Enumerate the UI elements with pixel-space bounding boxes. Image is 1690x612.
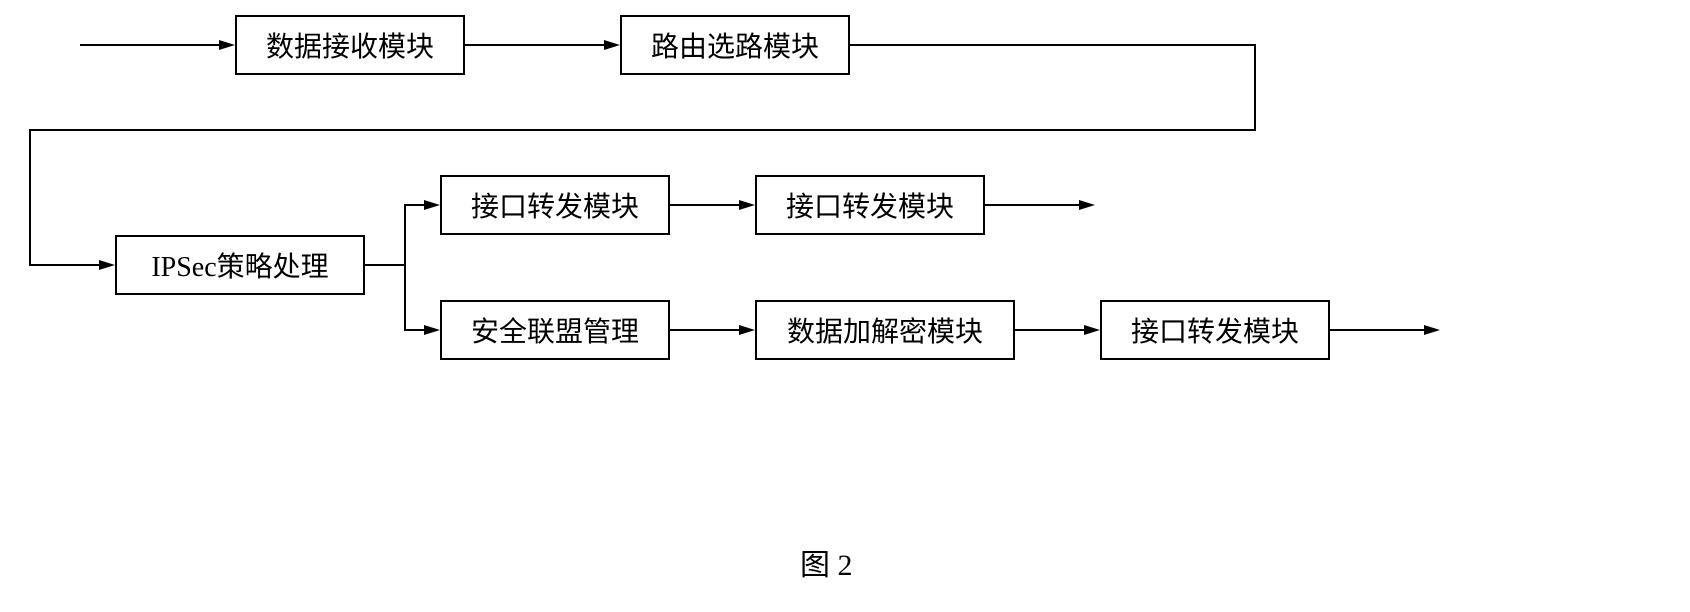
node-label: 数据加解密模块 xyxy=(787,310,983,350)
node-label: 接口转发模块 xyxy=(471,185,639,225)
node-sa-mgmt: 安全联盟管理 xyxy=(440,300,670,360)
node-label: IPSec策略处理 xyxy=(151,245,328,285)
node-label: 接口转发模块 xyxy=(786,185,954,225)
node-route-sel: 路由选路模块 xyxy=(620,15,850,75)
figure-caption: 图 2 xyxy=(800,540,853,584)
node-label: 接口转发模块 xyxy=(1131,310,1299,350)
node-fwd-bot: 接口转发模块 xyxy=(1100,300,1330,360)
node-label: 安全联盟管理 xyxy=(471,310,639,350)
node-data-recv: 数据接收模块 xyxy=(235,15,465,75)
node-fwd-top-b: 接口转发模块 xyxy=(755,175,985,235)
node-label: 路由选路模块 xyxy=(651,25,819,65)
node-ipsec: IPSec策略处理 xyxy=(115,235,365,295)
node-label: 数据接收模块 xyxy=(266,25,434,65)
node-crypto: 数据加解密模块 xyxy=(755,300,1015,360)
node-fwd-top-a: 接口转发模块 xyxy=(440,175,670,235)
